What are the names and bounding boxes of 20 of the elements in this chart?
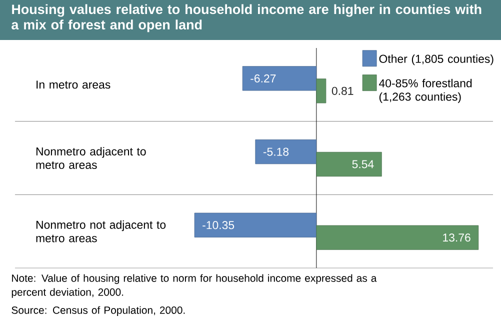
bar xyxy=(255,139,317,164)
data-label: -10.35 xyxy=(202,221,234,230)
y-tick-label: Nonmetro adjacent to metro areas xyxy=(36,147,146,169)
chart-title: Housing values relative to household income are higher in counties with a mix of forest and open land xyxy=(12,4,482,32)
source-note: Source: Census of Population, 2000. xyxy=(12,306,185,316)
bar xyxy=(316,152,382,177)
text: Note: Value of housing relative to norm for household income expressed as a percent deviation, 2000. xyxy=(12,274,377,298)
y-tick-label: Nonmetro not adjacent to metro areas xyxy=(36,220,166,242)
data-label: -6.27 xyxy=(250,74,276,82)
bar xyxy=(194,212,317,238)
data-label: -5.18 xyxy=(263,148,289,156)
data-label: 13.76 xyxy=(443,234,470,242)
bar xyxy=(242,66,317,91)
data-label: 5.54 xyxy=(352,160,374,168)
data-label: 0.81 xyxy=(332,86,354,95)
bar xyxy=(316,78,326,104)
legend-label: 40-85% forestland (1,263 counties) xyxy=(379,78,472,104)
y-tick-label: In metro areas xyxy=(36,80,110,89)
legend-label: Other (1,805 counties) xyxy=(379,54,494,66)
bar xyxy=(316,225,479,250)
